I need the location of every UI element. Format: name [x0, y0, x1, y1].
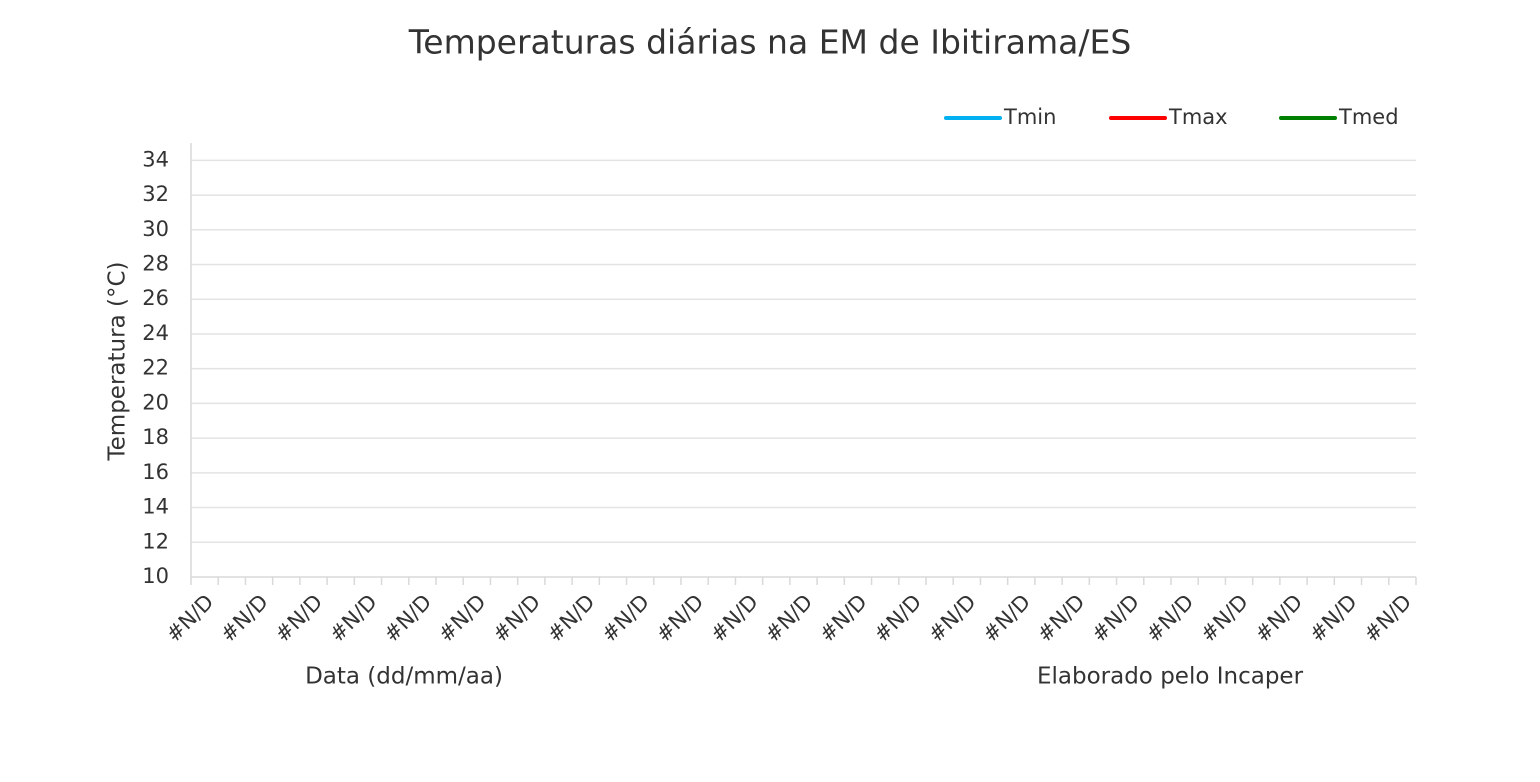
y-tick-label: 20 — [142, 390, 169, 414]
y-tick-label: 22 — [142, 356, 169, 380]
y-tick-label: 16 — [142, 460, 169, 484]
x-tick-label: #N/D — [543, 590, 600, 647]
x-tick-label: #N/D — [978, 590, 1035, 647]
legend-label: Tmed — [1338, 105, 1399, 129]
y-tick-label: 28 — [142, 252, 169, 276]
x-tick-label: #N/D — [815, 590, 872, 647]
x-tick-label: #N/D — [924, 590, 981, 647]
x-tick-label: #N/D — [597, 590, 654, 647]
y-tick-label: 12 — [142, 529, 169, 553]
y-tick-label: 18 — [142, 425, 169, 449]
x-tick-label: #N/D — [379, 590, 436, 647]
y-tick-label: 14 — [142, 495, 169, 519]
x-tick-label: #N/D — [1087, 590, 1144, 647]
x-tick-label: #N/D — [1359, 590, 1416, 647]
x-tick-label: #N/D — [161, 590, 218, 647]
x-tick-label: #N/D — [434, 590, 491, 647]
x-tick-label: #N/D — [760, 590, 817, 647]
x-tick-label: #N/D — [1141, 590, 1198, 647]
y-tick-label: 24 — [142, 321, 169, 345]
y-tick-label: 30 — [142, 217, 169, 241]
x-tick-label: #N/D — [488, 590, 545, 647]
x-tick-label: #N/D — [325, 590, 382, 647]
y-tick-label: 32 — [142, 182, 169, 206]
y-tick-label: 34 — [142, 147, 169, 171]
y-tick-label: 26 — [142, 286, 169, 310]
x-tick-label: #N/D — [216, 590, 273, 647]
x-tick-label: #N/D — [1305, 590, 1362, 647]
annotation: Elaborado pelo Incaper — [1037, 664, 1304, 690]
x-tick-label: #N/D — [270, 590, 327, 647]
y-tick-label: 10 — [142, 564, 169, 588]
x-axis-label: Data (dd/mm/aa) — [305, 664, 503, 690]
x-tick-label: #N/D — [1196, 590, 1253, 647]
y-axis-label: Temperatura (°C) — [105, 262, 131, 462]
x-tick-label: #N/D — [869, 590, 926, 647]
chart-title: Temperaturas diárias na EM de Ibitirama/… — [408, 23, 1132, 62]
x-tick-label: #N/D — [1033, 590, 1090, 647]
legend-label: Tmin — [1003, 105, 1056, 129]
legend-label: Tmax — [1168, 105, 1228, 129]
x-tick-label: #N/D — [706, 590, 763, 647]
x-tick-label: #N/D — [651, 590, 708, 647]
x-tick-label: #N/D — [1250, 590, 1307, 647]
